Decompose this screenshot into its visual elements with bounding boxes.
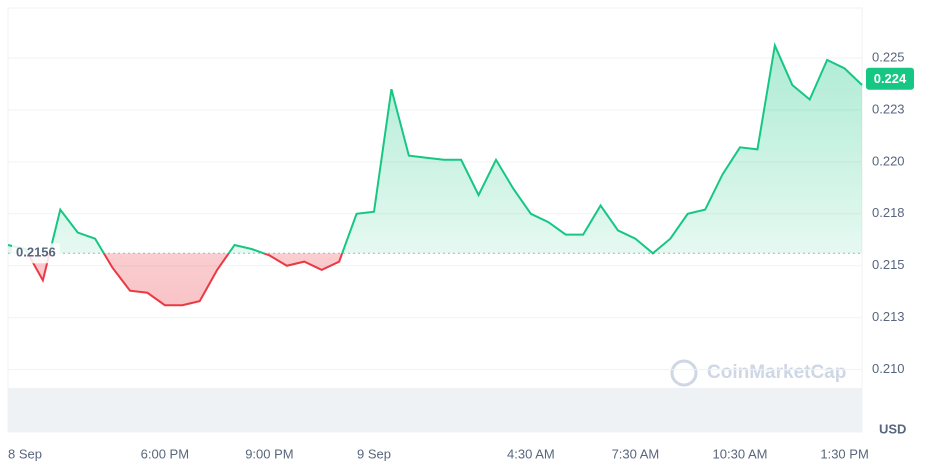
area-above: [8, 45, 862, 254]
x-tick-label: 4:30 AM: [507, 446, 555, 461]
current-price-label: 0.224: [874, 71, 907, 86]
current-price-badge: [866, 67, 914, 90]
y-tick-label: 0.220: [872, 153, 905, 168]
x-tick-label: 8 Sep: [8, 446, 42, 461]
watermark-logo: [670, 359, 698, 387]
y-tick-label: 0.223: [872, 101, 905, 116]
baseline-label-bg: [12, 243, 60, 264]
area-below: [8, 253, 862, 306]
x-tick-label: 10:30 AM: [713, 446, 768, 461]
price-line-up: [7, 42, 863, 254]
y-tick-label: 0.210: [872, 361, 905, 376]
x-tick-label: 9 Sep: [357, 446, 391, 461]
y-tick-label: 0.225: [872, 49, 905, 64]
x-tick-label: 7:30 AM: [612, 446, 660, 461]
x-tick-label: 1:30 PM: [820, 446, 868, 461]
currency-label: USD: [879, 421, 906, 436]
price-line-down: [26, 253, 655, 307]
y-tick-label: 0.215: [872, 257, 905, 272]
x-tick-label: 6:00 PM: [141, 446, 189, 461]
volume-area: [8, 388, 862, 432]
y-tick-label: 0.213: [872, 309, 905, 324]
baseline-label: 0.2156: [16, 245, 56, 260]
y-tick-label: 0.218: [872, 205, 905, 220]
x-tick-label: 9:00 PM: [245, 446, 293, 461]
watermark: CoinMarketCap: [707, 362, 846, 383]
